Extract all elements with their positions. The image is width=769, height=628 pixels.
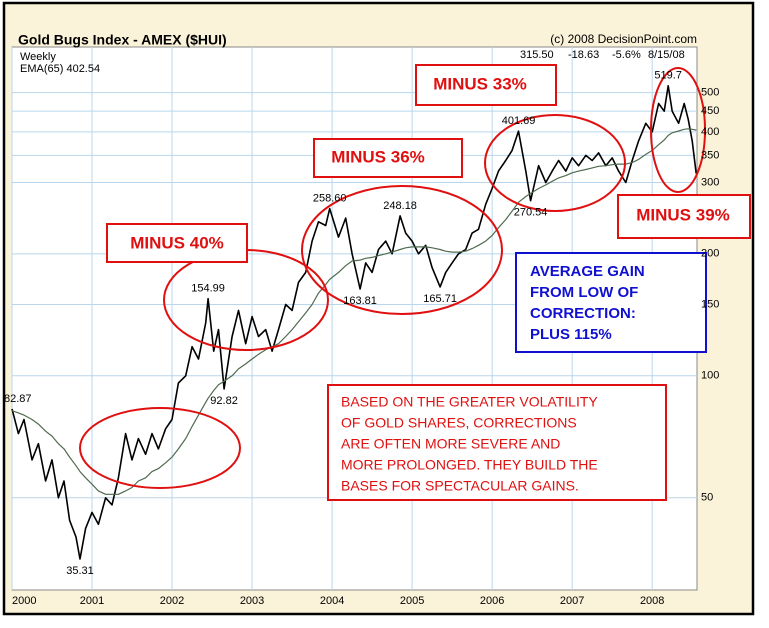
y-tick-label: 200: [701, 248, 719, 260]
labels: 50 100 150 200 300 350 400 450 500 2000 2001 2002 20…: [4, 70, 719, 607]
value-label: 154.99: [191, 283, 225, 295]
annotation-line: BASES FOR SPECTACULAR GAINS.: [341, 478, 579, 494]
annotation: MINUS 33%: [433, 74, 527, 93]
annotation-line: CORRECTION:: [530, 305, 636, 322]
annotation-box: [327, 384, 667, 501]
x-tick-label: 2000: [12, 595, 36, 607]
y-tick-label: 450: [701, 105, 719, 117]
x-tick-label: 2003: [240, 595, 264, 607]
value-label: 270.54: [514, 207, 548, 219]
y-tick-label: 350: [701, 149, 719, 161]
y-tick-label: 100: [701, 370, 719, 382]
quote-change: -18.63: [568, 49, 599, 61]
annotation-40: MINUS 40%: [106, 223, 248, 263]
ellipse: [650, 67, 706, 193]
value-label: 248.18: [383, 200, 417, 212]
annotation-36: MINUS 36%: [313, 138, 463, 178]
annotation-line: PLUS 115%: [530, 326, 612, 343]
value-label: 258.60: [313, 193, 347, 205]
quote: 315.50 -18.63 -5.6% 8/15/08: [520, 49, 685, 61]
x-tick-label: 2004: [320, 595, 344, 607]
x-tick-label: 2008: [640, 595, 664, 607]
y-tick-label: 150: [701, 298, 719, 310]
annotation-box: [415, 64, 557, 106]
value-label: 82.87: [4, 393, 32, 405]
gain-box: AVERAGE GAIN FROM LOW OF CORRECTION: PLU…: [515, 252, 707, 353]
ellipse: [79, 407, 241, 489]
annotation: MINUS 36%: [331, 147, 425, 166]
legend-entry: EMA(65) 402.54: [20, 63, 100, 75]
y-tick-label: 300: [701, 176, 719, 188]
annotation-39: MINUS 39%: [617, 194, 751, 239]
copyright: (c) 2008 DecisionPoint.com: [550, 32, 697, 46]
annotation-box: [617, 194, 751, 239]
ellipse: [301, 185, 503, 315]
annotation: MINUS 40%: [130, 233, 224, 252]
annotation-line: OF GOLD SHARES, CORRECTIONS: [341, 415, 577, 431]
x-tick-label: 2006: [480, 595, 504, 607]
quote-percent: -5.6%: [612, 49, 641, 61]
y-tick-label: 500: [701, 87, 719, 99]
annotation-33: MINUS 33%: [415, 64, 557, 106]
annotation-line: FROM LOW OF: [530, 284, 638, 301]
ema-line: [11, 128, 697, 495]
annotation-box: [106, 223, 248, 263]
annotation-box: [515, 252, 707, 353]
value-label: 163.81: [343, 295, 377, 307]
annotation: MINUS 39%: [636, 205, 730, 224]
ellipse: [484, 114, 626, 212]
value-label: 35.31: [66, 565, 94, 577]
lines: [11, 85, 697, 560]
chart-title: Gold Bugs Index - AMEX ($HUI): [18, 32, 227, 48]
x-tick-label: 2002: [160, 595, 184, 607]
value-label: 519.7: [654, 70, 682, 82]
annotation-line: BASED ON THE GREATER VOLATILITY: [341, 394, 598, 410]
value-label: 401.69: [502, 115, 536, 127]
value-label: 165.71: [423, 293, 457, 305]
x-tick-label: 2005: [400, 595, 424, 607]
price-line: [11, 85, 697, 560]
quote-last: 315.50: [520, 49, 554, 61]
x-tick-label: 2001: [80, 595, 104, 607]
annotation-line: AVERAGE GAIN: [530, 263, 645, 280]
x-tick-label: 2007: [560, 595, 584, 607]
note-box: BASED ON THE GREATER VOLATILITY OF GOLD …: [327, 384, 667, 501]
subtitle: Weekly: [20, 51, 56, 63]
quote-date: 8/15/08: [648, 49, 685, 61]
annotation-box: [313, 138, 463, 178]
y-tick-label: 50: [701, 492, 713, 504]
annotation-line: ARE OFTEN MORE SEVERE AND: [341, 436, 560, 452]
annotation-line: MORE PROLONGED. THEY BUILD THE: [341, 457, 598, 473]
value-label: 92.82: [210, 395, 238, 407]
y-tick-label: 400: [701, 126, 719, 138]
